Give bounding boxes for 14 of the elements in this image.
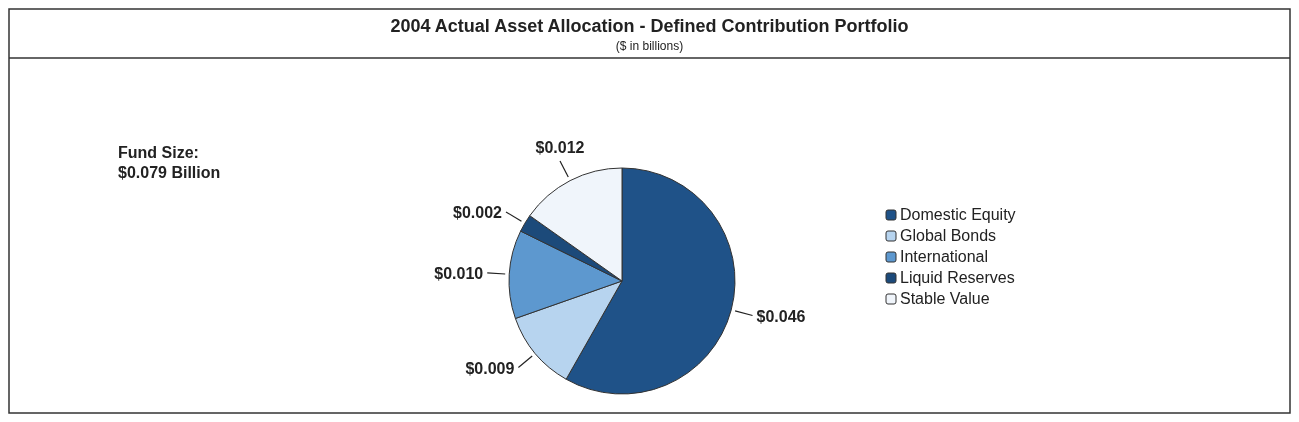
data-label: $0.046 xyxy=(756,307,806,325)
legend-label: Global Bonds xyxy=(900,227,997,244)
data-label: $0.010 xyxy=(434,264,484,282)
legend-label: International xyxy=(900,248,989,265)
chart-subtitle: ($ in billions) xyxy=(615,39,684,53)
data-label: $0.009 xyxy=(465,359,515,377)
text: $0.079 Billion xyxy=(118,164,221,181)
data-label: $0.002 xyxy=(453,203,503,221)
legend-label: Liquid Reserves xyxy=(900,269,1015,286)
chart-title: 2004 Actual Asset Allocation - Defined Contribution Portfolio xyxy=(390,16,909,36)
legend-label: Domestic Equity xyxy=(900,206,1016,223)
text: Fund Size: xyxy=(118,144,199,161)
legend-label: Stable Value xyxy=(900,290,990,307)
data-label: $0.012 xyxy=(535,139,585,157)
